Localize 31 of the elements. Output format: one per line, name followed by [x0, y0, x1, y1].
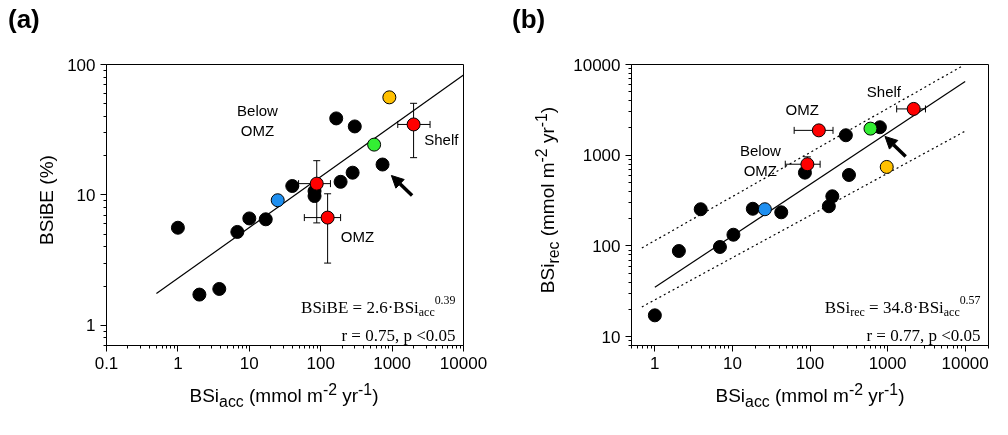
- y-tick-label: 1000: [582, 146, 621, 166]
- x-tick-label: 1: [650, 353, 660, 373]
- x-tick-label: 0.1: [94, 353, 119, 373]
- x-tick-label: 1000: [373, 353, 412, 373]
- y-tick-label: 100: [67, 55, 96, 75]
- chart-title: (b): [511, 3, 546, 35]
- x-tick-label: 10: [239, 353, 259, 373]
- x-tick-label: 10000: [941, 353, 989, 373]
- y-tick-label: 10: [601, 327, 621, 347]
- x-axis-title: BSi$_{acc}$ (mmol m$^{-2}$ yr$^{-1}$): [189, 381, 379, 412]
- x-tick-label: 100: [306, 353, 335, 373]
- annotation: Below OMZ: [237, 102, 279, 140]
- annotation: Below OMZ: [739, 141, 781, 180]
- y-axis-title: BSiBE (%): [36, 155, 58, 245]
- x-tick-label: 10000: [439, 353, 488, 373]
- y-tick-label: 10: [76, 185, 96, 205]
- x-tick-label: 10: [722, 353, 742, 373]
- annotation: Shelf: [866, 82, 902, 100]
- x-tick-label: 1: [173, 353, 183, 373]
- annotation: Shelf: [424, 131, 460, 149]
- annotation: r = 0.77, p <0.05: [866, 326, 981, 345]
- x-tick-label: 100: [795, 353, 825, 373]
- annotation: OMZ: [785, 101, 819, 119]
- annotation: OMZ: [340, 227, 375, 245]
- annotation: r = 0.75, p <0.05: [341, 326, 456, 345]
- chart-title: (a): [7, 3, 40, 35]
- y-tick-label: 10000: [573, 55, 621, 75]
- y-tick-label: 1: [86, 316, 96, 336]
- y-tick-label: 100: [592, 236, 621, 256]
- x-axis-title: BSi$_{acc}$ (mmol m$^{-2}$ yr$^{-1}$): [715, 381, 905, 412]
- x-tick-label: 1000: [868, 353, 907, 373]
